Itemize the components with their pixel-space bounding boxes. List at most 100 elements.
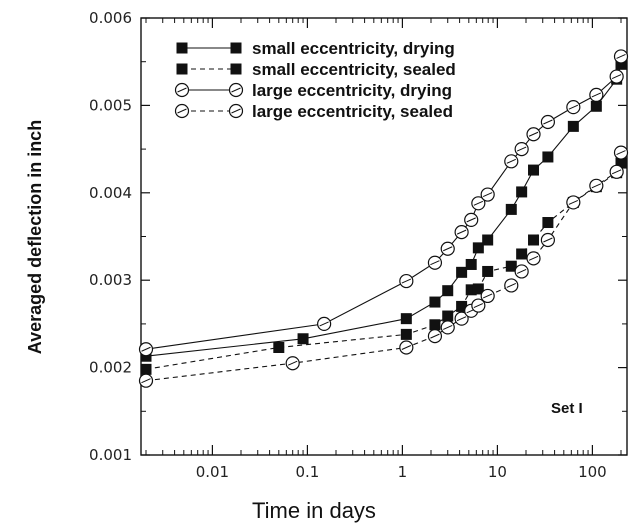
data-point [482, 265, 494, 277]
data-point [516, 248, 528, 260]
data-point [528, 164, 540, 176]
y-axis: 0.001 0.002 0.003 0.004 0.005 0.006 [89, 9, 627, 464]
data-point [456, 300, 468, 312]
data-point [399, 340, 414, 355]
data-point [317, 316, 332, 331]
data-point [427, 255, 443, 270]
x-tick-label: 100 [578, 463, 607, 481]
data-point [613, 145, 629, 160]
data-point [465, 284, 477, 296]
data-point [516, 186, 528, 198]
legend-item: small eccentricity, drying [176, 39, 455, 58]
x-tick-label: 0.01 [196, 463, 229, 481]
data-point [454, 225, 469, 240]
data-point [567, 120, 579, 132]
data-point [613, 49, 629, 64]
data-point [285, 356, 300, 371]
data-point [505, 203, 517, 215]
data-point [472, 242, 484, 254]
series-layer [138, 49, 629, 388]
y-tick-label: 0.001 [89, 446, 132, 464]
legend-label: small eccentricity, drying [252, 39, 455, 58]
legend-marker [176, 42, 188, 54]
data-point [526, 251, 541, 266]
x-tick-label: 10 [488, 463, 507, 481]
legend-item: small eccentricity, sealed [176, 60, 456, 79]
data-point [471, 298, 486, 313]
data-point [427, 329, 443, 344]
legend-marker [174, 82, 190, 98]
data-point [504, 278, 519, 293]
data-point [609, 164, 624, 179]
data-point [429, 296, 441, 308]
data-point [440, 320, 455, 335]
legend-item: large eccentricity, sealed [174, 102, 453, 121]
y-tick-label: 0.005 [89, 96, 132, 114]
data-point [526, 127, 541, 142]
series-line [145, 162, 622, 370]
data-point [400, 313, 412, 325]
data-point [542, 151, 554, 163]
data-point [589, 178, 604, 193]
data-point [514, 142, 529, 157]
data-point [297, 333, 309, 345]
legend-marker [230, 42, 242, 54]
y-tick-label: 0.006 [89, 9, 132, 27]
set-annotation: Set I [551, 400, 583, 417]
data-point [482, 234, 494, 246]
data-point [480, 288, 495, 304]
data-point [429, 319, 441, 331]
legend-marker [228, 82, 244, 98]
data-point [138, 342, 154, 357]
series-3 [138, 49, 629, 357]
data-point [472, 283, 484, 295]
data-point [615, 58, 627, 70]
data-point [440, 241, 455, 256]
x-tick-label: 0.1 [295, 463, 319, 481]
legend-label: large eccentricity, sealed [252, 102, 453, 121]
y-tick-label: 0.004 [89, 184, 132, 202]
data-point [399, 273, 414, 289]
data-point [400, 328, 412, 340]
data-point [540, 232, 555, 248]
data-point [566, 100, 581, 115]
data-point [589, 87, 604, 103]
legend-item: large eccentricity, drying [174, 81, 452, 100]
legend: small eccentricity, drying small eccentri… [174, 39, 456, 121]
legend-marker [174, 103, 190, 119]
legend-marker [176, 63, 188, 75]
data-point [464, 212, 479, 227]
data-point [442, 285, 454, 297]
legend-label: small eccentricity, sealed [252, 60, 456, 79]
x-axis: 0.01 0.1 1 10 100 [145, 18, 622, 481]
y-tick-label: 0.002 [89, 359, 132, 377]
data-point [504, 154, 519, 169]
series-2 [140, 157, 627, 375]
data-point [590, 100, 602, 112]
data-point [273, 341, 285, 353]
x-tick-label: 1 [398, 463, 408, 481]
legend-label: large eccentricity, drying [252, 81, 452, 100]
data-point [140, 363, 152, 375]
x-axis-title: Time in days [252, 498, 376, 523]
data-point [442, 310, 454, 322]
data-point [471, 196, 486, 211]
data-point [514, 264, 529, 279]
legend-marker [228, 103, 244, 119]
data-point [566, 195, 581, 210]
data-point [528, 234, 540, 246]
data-point [505, 260, 517, 272]
data-point [609, 69, 624, 84]
data-point [454, 311, 469, 326]
data-point [615, 157, 627, 169]
data-point [542, 217, 554, 229]
y-tick-label: 0.003 [89, 271, 132, 289]
data-point [480, 187, 495, 202]
series-line [145, 56, 622, 350]
data-point [138, 373, 154, 388]
y-axis-title: Averaged deflection in inch [25, 120, 45, 354]
data-point [540, 114, 555, 130]
series-4 [138, 145, 629, 388]
data-point [465, 258, 477, 270]
